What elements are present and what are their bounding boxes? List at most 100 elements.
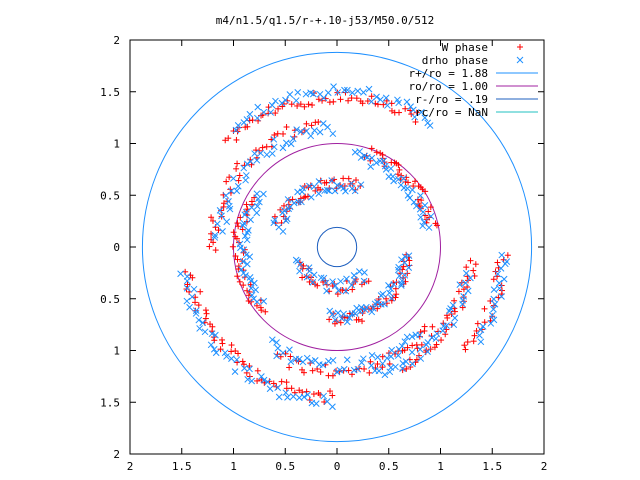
w-phase-point	[299, 274, 306, 281]
drho-phase-point	[311, 127, 318, 134]
drho-phase-point	[298, 198, 305, 206]
w-phase-point	[367, 157, 374, 164]
drho-phase-point	[351, 310, 359, 317]
w-phase-point	[494, 259, 501, 266]
w-phase-point	[310, 391, 317, 398]
w-phase-point	[435, 328, 442, 335]
w-phase-point	[402, 105, 409, 112]
drho-phase-point	[427, 212, 435, 220]
drho-phase-point	[247, 277, 255, 285]
w-phase-point	[208, 214, 215, 221]
drho-phase-point	[320, 274, 328, 282]
w-phase-point	[230, 229, 237, 236]
drho-phase-point	[338, 315, 346, 322]
y-tick-label: 2	[113, 34, 120, 47]
drho-phase-point	[416, 346, 424, 353]
drho-phase-point	[256, 198, 263, 206]
drho-phase-point	[254, 103, 262, 111]
drho-phase-point	[319, 361, 327, 369]
w-phase-point	[368, 93, 375, 100]
drho-phase-point	[243, 229, 251, 237]
w-phase-point	[337, 319, 344, 326]
drho-phase-point	[334, 89, 342, 96]
x-tick-label: 1	[437, 460, 444, 473]
w-phase-point	[305, 101, 312, 108]
drho-phase-point	[329, 130, 337, 138]
drho-phase-point	[303, 273, 311, 281]
drho-phase-point	[310, 271, 318, 279]
w-phase-point	[288, 385, 295, 392]
drho-phase-point	[234, 182, 242, 190]
drho-phase-point	[386, 368, 394, 376]
w-phase-point	[340, 175, 347, 182]
drho-phase-point	[399, 365, 406, 373]
drho-phase-point	[303, 354, 311, 362]
drho-phase-point	[242, 176, 249, 184]
w-phase-point	[184, 281, 191, 288]
drho-phase-point	[260, 297, 268, 305]
drho-phase-point	[354, 87, 362, 95]
drho-phase-point	[223, 353, 230, 360]
drho-phase-point	[343, 318, 351, 326]
drho-phase-point	[192, 310, 200, 317]
drho-phase-point	[384, 102, 391, 109]
w-phase-point	[206, 243, 213, 250]
drho-phase-point	[329, 278, 336, 285]
drho-phase-point	[266, 385, 274, 393]
drho-phase-point	[177, 270, 184, 278]
drho-phase-point	[213, 220, 221, 228]
w-phase-point	[388, 159, 395, 166]
w-phase-point	[242, 124, 249, 131]
drho-phase-point	[357, 154, 365, 161]
w-phase-point	[235, 223, 242, 230]
w-phase-point	[329, 392, 336, 399]
w-phase-point	[438, 337, 445, 344]
w-phase-point	[263, 143, 270, 150]
drho-phase-point	[289, 135, 297, 143]
drho-phase-point	[395, 263, 403, 271]
drho-phase-point	[381, 371, 389, 379]
w-phase-point	[472, 261, 479, 268]
drho-phase-point	[392, 363, 399, 371]
drho-phase-point	[253, 190, 261, 198]
w-phase-point	[226, 174, 233, 181]
x-tick-label: 1.5	[172, 460, 192, 473]
drho-phase-point	[210, 345, 218, 353]
w-phase-point	[373, 149, 380, 156]
w-phase-point	[317, 368, 324, 375]
drho-phase-point	[252, 286, 259, 294]
drho-phase-point	[358, 304, 365, 311]
w-phase-point	[474, 320, 481, 327]
w-phase-point	[481, 305, 488, 312]
drho-phase-point	[418, 108, 425, 116]
drho-phase-point	[416, 331, 424, 339]
drho-phase-point	[246, 253, 254, 261]
w-phase-point	[299, 389, 306, 396]
w-phase-point	[197, 288, 204, 295]
drho-phase-point	[292, 97, 300, 104]
w-phase-point	[412, 118, 419, 125]
drho-phase-point	[323, 287, 330, 295]
w-phase-point	[234, 160, 241, 167]
w-phase-point	[326, 316, 333, 323]
drho-phase-point	[248, 204, 256, 211]
drho-phase-point	[293, 126, 301, 133]
drho-phase-point	[401, 338, 409, 345]
drho-phase-point	[287, 358, 295, 365]
w-phase-point	[365, 278, 372, 285]
drho-phase-point	[326, 307, 334, 315]
w-phase-point	[357, 98, 364, 105]
drho-phase-point	[344, 86, 351, 94]
drho-phase-point	[240, 219, 248, 227]
drho-phase-point	[212, 331, 219, 339]
drho-phase-point	[332, 282, 339, 290]
w-phase-point	[236, 278, 243, 285]
w-phase-point	[258, 307, 265, 314]
w-phase-point	[461, 342, 468, 349]
drho-phase-point	[348, 281, 355, 289]
w-phase-point	[297, 195, 304, 202]
drho-phase-point	[227, 187, 235, 195]
drho-phase-point	[260, 108, 268, 116]
drho-phase-point	[394, 266, 402, 274]
